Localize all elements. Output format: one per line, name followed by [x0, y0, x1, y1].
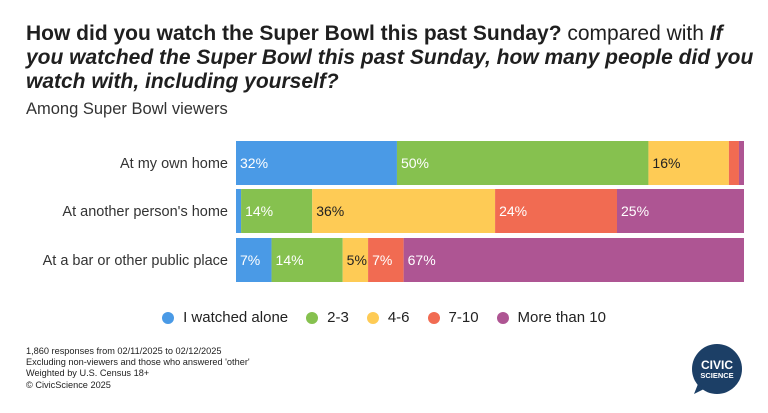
- logo-circle: [692, 344, 742, 394]
- legend-label: I watched alone: [183, 309, 289, 326]
- legend-swatch: [306, 311, 319, 324]
- bar-segment: [312, 189, 496, 233]
- segment-value-label: 14%: [276, 252, 304, 268]
- logo-speech-tail: [694, 384, 706, 394]
- logo-text-science: SCIENCE: [700, 371, 733, 380]
- stacked-bar-chart: At my own home 32% 50% 16% At another person…: [43, 141, 744, 282]
- legend-swatch: [366, 311, 379, 324]
- bar-segment: [728, 141, 739, 185]
- segment-value-label: 67%: [408, 252, 436, 268]
- bar-segment: [236, 189, 242, 233]
- bar-segment: [738, 141, 744, 185]
- legend-item: 7-10: [427, 309, 479, 326]
- legend-item: More than 10: [496, 309, 606, 326]
- chart-title: How did you watch the Super Bowl this pa…: [26, 22, 756, 94]
- legend-label: 7-10: [448, 309, 479, 326]
- segment-value-label: 50%: [401, 155, 429, 171]
- bar-segment: [241, 189, 313, 233]
- category-label: At my own home: [120, 156, 228, 172]
- bar-segment: [342, 238, 369, 282]
- bar-segment: [403, 238, 744, 282]
- legend-swatch: [496, 311, 509, 324]
- legend-item: 4-6: [366, 309, 410, 326]
- bar-segment: [236, 141, 397, 185]
- segment-value-label: 32%: [240, 155, 268, 171]
- chart-legend: I watched alone 2-3 4-6 7-10 More than 10: [0, 309, 768, 326]
- bar-segment: [368, 238, 404, 282]
- legend-label: 2-3: [327, 309, 349, 326]
- segment-value-label: 7%: [240, 252, 260, 268]
- bar-segment: [396, 141, 649, 185]
- category-label: At another person's home: [62, 204, 228, 220]
- title-question-2: If you watched the Super Bowl this past …: [26, 22, 754, 93]
- legend-label: More than 10: [517, 309, 606, 326]
- title-connector: compared with: [561, 22, 710, 45]
- segment-value-label: 14%: [245, 203, 273, 219]
- segment-value-label: 5%: [347, 252, 367, 268]
- segment-value-label: 36%: [316, 203, 344, 219]
- note-weighting: Weighted by U.S. Census 18+: [26, 368, 150, 379]
- footnotes: 1,860 responses from 02/11/2025 to 02/12…: [26, 346, 250, 391]
- segment-value-label: 16%: [652, 155, 680, 171]
- legend-swatch: [162, 311, 175, 324]
- note-copyright: © CivicScience 2025: [26, 379, 111, 390]
- bar-segment: [236, 238, 272, 282]
- title-question-1: How did you watch the Super Bowl this pa…: [26, 22, 562, 45]
- bar-segment: [495, 189, 617, 233]
- note-exclusions: Excluding non-viewers and those who answ…: [26, 357, 250, 368]
- logo-text-civic: CIVIC: [701, 358, 733, 372]
- bar-segment: [271, 238, 343, 282]
- legend-label: 4-6: [387, 309, 410, 326]
- chart-subtitle: Among Super Bowl viewers: [26, 100, 228, 118]
- bar-segment: [648, 141, 729, 185]
- category-label: At a bar or other public place: [43, 253, 228, 269]
- civicscience-logo: CIVIC SCIENCE: [692, 344, 742, 394]
- bar-segment: [617, 189, 744, 233]
- segment-value-label: 25%: [621, 203, 649, 219]
- legend-item: 2-3: [306, 309, 349, 326]
- legend-swatch: [427, 311, 440, 324]
- legend-item: I watched alone: [162, 309, 288, 326]
- note-responses: 1,860 responses from 02/11/2025 to 02/12…: [26, 346, 222, 356]
- segment-value-label: 7%: [372, 252, 392, 268]
- segment-value-label: 24%: [499, 203, 527, 219]
